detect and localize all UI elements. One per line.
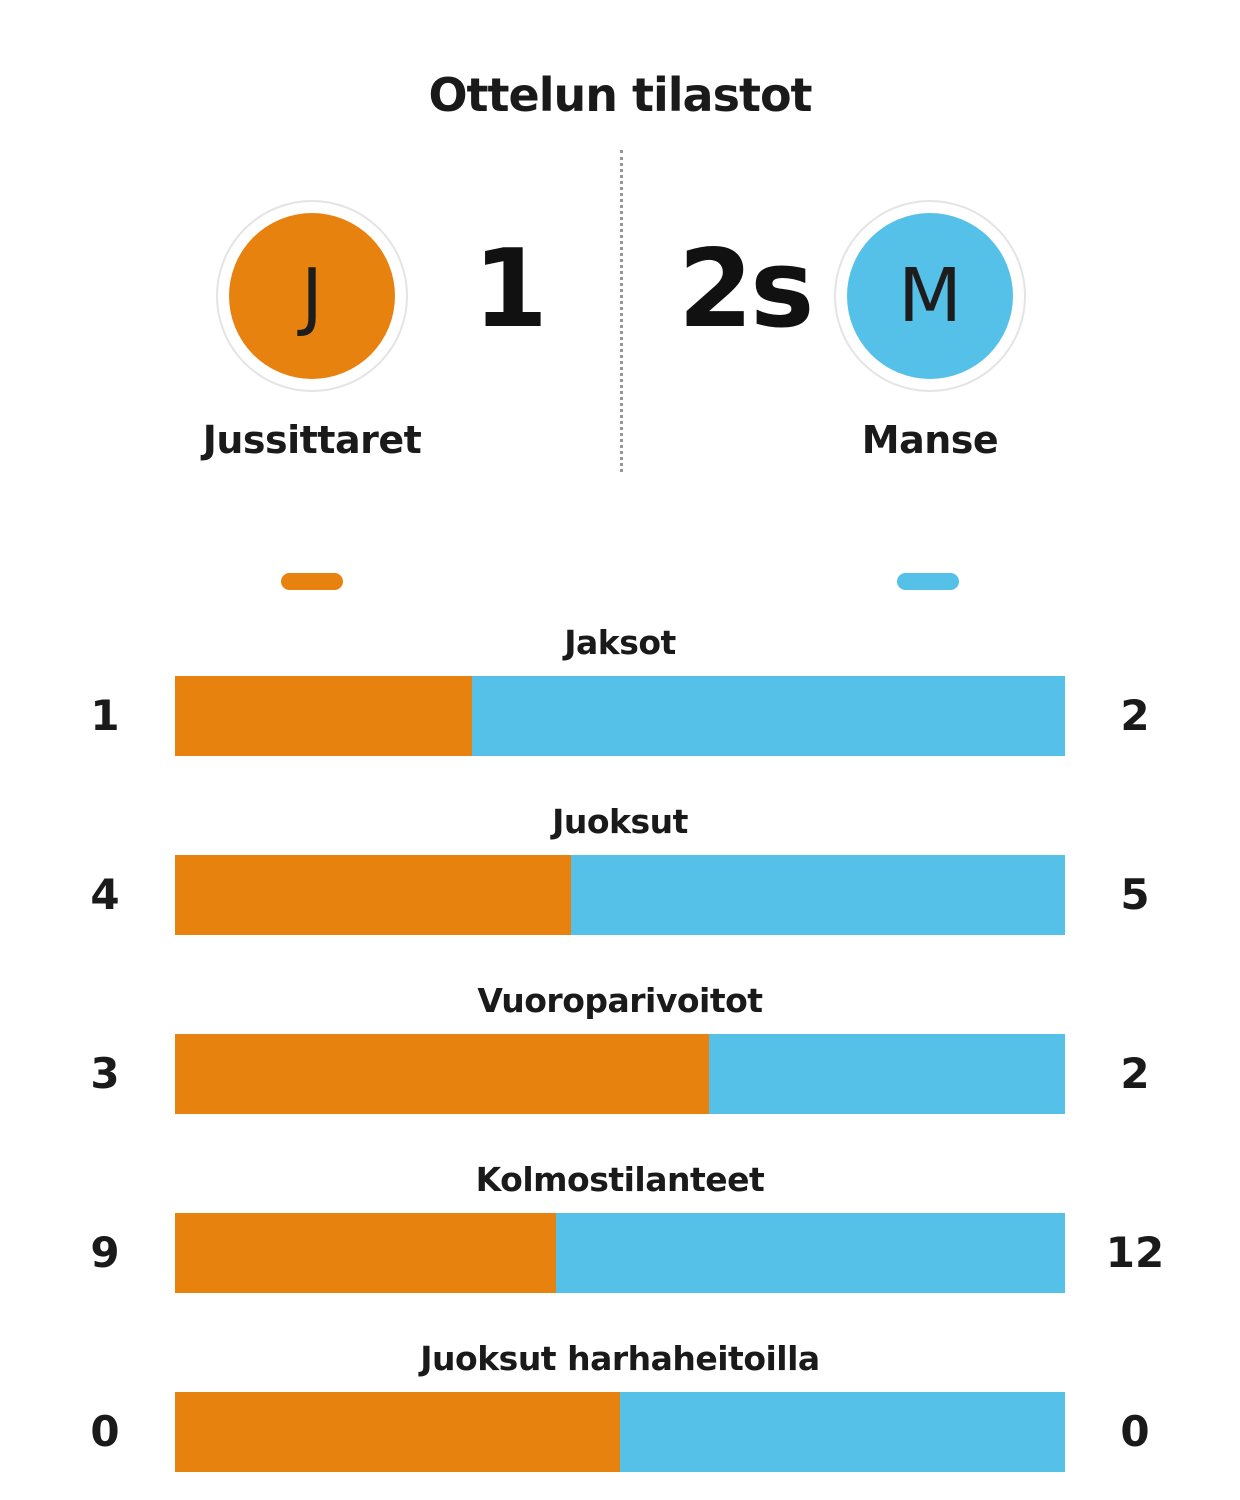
stat-label: Vuoroparivoitot	[477, 981, 763, 1020]
team-away: M Manse	[800, 200, 1060, 462]
stat-bar	[175, 1034, 1065, 1114]
stat-away-value: 2	[1120, 1049, 1150, 1098]
stat-bar	[175, 1392, 1065, 1472]
stats-section: Jaksot 1 2 Juoksut 4 5 Vuo	[0, 623, 1240, 1472]
stat-away-value: 0	[1120, 1407, 1150, 1456]
stat-bar-row: 3 2	[0, 1034, 1240, 1114]
team-home-badge: J	[229, 213, 395, 379]
team-away-badge: M	[847, 213, 1013, 379]
stat-bar-row: 0 0	[0, 1392, 1240, 1472]
legend	[0, 551, 1240, 609]
stat-bar-row: 1 2	[0, 676, 1240, 756]
stat-label: Juoksut	[552, 802, 688, 841]
team-home-initial: J	[301, 253, 323, 339]
away-bar-segment	[556, 1213, 1065, 1293]
away-bar-segment	[471, 676, 1065, 756]
stat-label: Juoksut harhaheitoilla	[420, 1339, 820, 1378]
home-bar-segment	[175, 1213, 557, 1293]
legend-away-swatch	[897, 573, 959, 590]
stat-row-jaksot: Jaksot 1 2	[0, 623, 1240, 756]
stat-bar	[175, 1213, 1065, 1293]
team-home-badge-ring: J	[216, 200, 408, 392]
stat-home-value: 4	[90, 870, 120, 919]
stat-away-value: 2	[1120, 691, 1150, 740]
stat-label: Kolmostilanteet	[475, 1160, 765, 1199]
stat-home-value: 0	[90, 1407, 120, 1456]
stat-away-value: 5	[1120, 870, 1150, 919]
stat-label: Jaksot	[564, 623, 676, 662]
stat-home-value: 3	[90, 1049, 120, 1098]
team-away-name: Manse	[861, 418, 999, 462]
stat-row-juoksut-harhaheitoilla: Juoksut harhaheitoilla 0 0	[0, 1339, 1240, 1472]
away-bar-segment	[709, 1034, 1065, 1114]
stat-row-vuoroparivoitot: Vuoroparivoitot 3 2	[0, 981, 1240, 1114]
stat-bar-row: 9 12	[0, 1213, 1240, 1293]
stat-away-value: 12	[1105, 1228, 1165, 1277]
home-bar-segment	[175, 855, 571, 935]
home-bar-segment	[175, 1034, 709, 1114]
away-bar-segment	[620, 1392, 1065, 1472]
team-home: J Jussittaret	[182, 200, 442, 462]
team-home-score: 1	[472, 227, 548, 352]
score-header: J Jussittaret 1 2s M Manse	[0, 148, 1240, 543]
score-divider	[620, 150, 623, 472]
team-away-initial: M	[898, 253, 962, 339]
stat-bar	[175, 855, 1065, 935]
team-away-score: 2s	[678, 227, 814, 352]
team-home-name: Jussittaret	[202, 418, 422, 462]
stat-bar	[175, 676, 1065, 756]
stat-row-juoksut: Juoksut 4 5	[0, 802, 1240, 935]
team-away-badge-ring: M	[834, 200, 1026, 392]
stat-home-value: 1	[90, 691, 120, 740]
away-bar-segment	[570, 855, 1065, 935]
stat-home-value: 9	[90, 1228, 120, 1277]
home-bar-segment	[175, 1392, 620, 1472]
stat-row-kolmostilanteet: Kolmostilanteet 9 12	[0, 1160, 1240, 1293]
page-title: Ottelun tilastot	[428, 68, 812, 122]
home-bar-segment	[175, 676, 472, 756]
stat-bar-row: 4 5	[0, 855, 1240, 935]
legend-home-swatch	[281, 573, 343, 590]
